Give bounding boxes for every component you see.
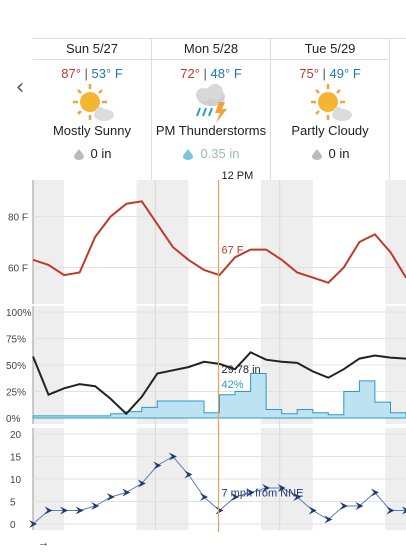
wind-direction-arrow	[277, 484, 286, 492]
y-tick-label: 10	[10, 475, 22, 486]
night-band	[385, 180, 406, 304]
day-date: Mon 5/28	[152, 39, 270, 60]
day-temps: 75° | 49° F	[299, 66, 361, 81]
temperature-line	[32, 200, 406, 284]
cursor-pressure-label: 29.78 in	[222, 364, 261, 376]
day-date: Sun 5/27	[33, 39, 151, 60]
day-condition: PM Thunderstorms	[155, 123, 267, 138]
drop-icon	[73, 149, 84, 160]
low-temp: 49° F	[329, 66, 361, 81]
day-separator	[151, 39, 152, 181]
precip-amount: 0 in	[90, 146, 112, 161]
wind-direction-arrow	[199, 493, 208, 501]
y-tick-label: 15	[10, 453, 22, 464]
wind-direction-arrow	[339, 502, 348, 510]
wind-direction-arrow	[293, 493, 302, 501]
wind-direction-arrow	[168, 452, 177, 461]
day-precip: 0 in	[33, 146, 151, 161]
day-condition: Mostly Sunny	[52, 123, 132, 138]
wind-direction-arrow	[75, 506, 84, 515]
y-tick-label: 0%	[6, 414, 21, 425]
day-condition: Partly Cloudy	[291, 123, 369, 138]
previous-day-button[interactable]: ‹	[15, 75, 25, 100]
y-tick-label: 0	[10, 520, 16, 531]
wind-direction-arrow	[355, 502, 364, 510]
wind-direction-arrow	[91, 502, 100, 510]
wind-direction-arrow	[246, 488, 255, 497]
y-tick-label: 20	[10, 430, 22, 441]
wind-direction-arrow	[231, 493, 240, 501]
wind-direction-arrow	[106, 493, 115, 501]
top-bar	[0, 0, 406, 38]
drop-icon	[183, 149, 194, 160]
humidity-area	[32, 373, 406, 419]
wind-direction-arrow	[184, 470, 193, 479]
y-tick-label: 80 F	[8, 213, 28, 224]
pressure-line	[32, 351, 406, 416]
day-temps: 72° | 48° F	[180, 66, 242, 81]
wind-direction-arrow	[215, 506, 224, 515]
partly-sunny-icon	[311, 84, 352, 121]
y-tick-label: 25%	[6, 388, 26, 399]
day-precip: 0.35 in	[152, 146, 270, 161]
night-band	[33, 180, 65, 304]
wind-direction-arrow	[137, 479, 146, 488]
wind-direction-arrow	[402, 506, 406, 515]
cursor-wind-label: 7 mph from NNE	[222, 488, 304, 500]
hourly-charts[interactable]: 80 F 60 F 100% 75% 50% 25% 0% 20 15 10 5 0 → 12 PM 67 …	[0, 170, 406, 556]
day-date: Tue 5/29	[271, 39, 389, 60]
y-tick-label: 75%	[6, 335, 26, 346]
wind-direction-arrow	[308, 506, 317, 515]
day-precip: 0 in	[271, 146, 389, 161]
day-separator	[389, 39, 390, 181]
day-temps: 87° | 53° F	[61, 66, 123, 81]
night-band	[136, 180, 189, 304]
thunderstorm-icon	[196, 84, 227, 123]
precip-amount: 0 in	[328, 146, 350, 161]
high-temp: 72°	[180, 66, 200, 81]
wind-direction-arrow	[122, 488, 131, 497]
y-tick-label: 60 F	[8, 263, 28, 274]
partly-sunny-icon	[73, 84, 114, 121]
wind-speed-line	[32, 455, 406, 525]
cursor-time-label: 12 PM	[222, 170, 254, 182]
day-card[interactable]: Sun 5/27 87° | 53° F Mostly Sunny 0 in	[33, 39, 151, 181]
y-tick-label: 50%	[6, 361, 26, 372]
wind-direction-arrow	[324, 515, 333, 524]
y-tick-label: 100%	[6, 308, 32, 319]
day-forecast-strip: Sun 5/27 87° | 53° F Mostly Sunny 0 in M…	[33, 38, 406, 181]
day-card[interactable]: Mon 5/28 72° | 48° F PM Thunderstorms 0.…	[152, 39, 270, 181]
wind-direction-arrow	[262, 484, 271, 492]
y-tick-label: 5	[10, 498, 16, 509]
precip-amount: 0.35 in	[200, 146, 240, 161]
day-card[interactable]: Tue 5/29 75° | 49° F Partly Cloudy 0 in	[271, 39, 389, 181]
drop-icon	[311, 149, 322, 160]
cursor-temp-label: 67 F	[222, 245, 244, 257]
wind-direction-arrow	[386, 506, 395, 515]
low-temp: 48° F	[210, 66, 242, 81]
wind-legend-arrow: →	[38, 537, 49, 549]
high-temp: 75°	[299, 66, 319, 81]
high-temp: 87°	[61, 66, 81, 81]
wind-direction-arrow	[60, 506, 69, 515]
wind-direction-arrow	[44, 506, 53, 515]
wind-direction-arrow	[153, 461, 162, 470]
wind-direction-arrow	[370, 488, 379, 497]
wind-direction-arrow	[29, 520, 37, 528]
day-separator	[270, 39, 271, 181]
cursor-humidity-label: 42%	[222, 379, 244, 391]
night-band	[260, 180, 313, 304]
low-temp: 53° F	[91, 66, 123, 81]
